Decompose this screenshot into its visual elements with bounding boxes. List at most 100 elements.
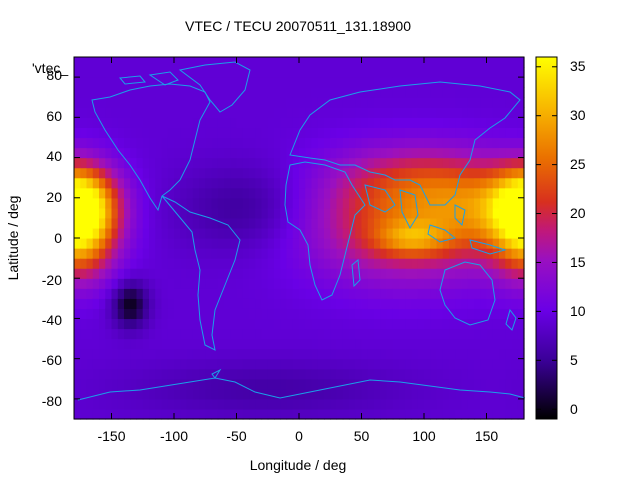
heatmap-cell [505, 248, 513, 259]
heatmap-cell [186, 298, 194, 309]
heatmap-cell [367, 398, 375, 410]
heatmap-cell [217, 87, 225, 98]
heatmap-cell [205, 217, 213, 229]
heatmap-cell [124, 298, 131, 309]
heatmap-cell [224, 338, 231, 350]
heatmap-cell [130, 87, 138, 98]
heatmap-cell [324, 107, 331, 118]
heatmap-cell [261, 378, 269, 390]
heatmap-cell [492, 77, 500, 88]
heatmap-cell [474, 348, 481, 360]
heatmap-cell [392, 288, 400, 299]
heatmap-cell [167, 288, 175, 299]
heatmap-cell [211, 328, 219, 340]
heatmap-cell [211, 227, 219, 239]
heatmap-cell [455, 87, 463, 98]
heatmap-cell [255, 288, 263, 299]
heatmap-cell [161, 338, 169, 350]
heatmap-cell [405, 77, 413, 88]
heatmap-cell [142, 107, 150, 118]
heatmap-cell [180, 288, 188, 299]
heatmap-cell [136, 227, 144, 239]
heatmap-cell [149, 408, 156, 420]
heatmap-cell [99, 87, 106, 98]
heatmap-cell [305, 127, 313, 139]
heatmap-cell [292, 308, 300, 320]
heatmap-cell [261, 227, 269, 239]
heatmap-cell [111, 368, 119, 380]
heatmap-cell [330, 167, 338, 179]
heatmap-cell [136, 278, 144, 289]
heatmap-cell [305, 177, 313, 189]
heatmap-cell [424, 187, 431, 199]
heatmap-cell [274, 368, 281, 380]
heatmap-cell [224, 258, 231, 269]
heatmap-cell [499, 137, 506, 149]
heatmap-cell [349, 207, 356, 219]
heatmap-cell [255, 258, 263, 269]
heatmap-cell [405, 238, 413, 249]
heatmap-cell [499, 238, 506, 249]
heatmap-cell [261, 398, 269, 410]
heatmap-cell [367, 217, 375, 229]
heatmap-cell [480, 318, 488, 330]
heatmap-cell [461, 258, 469, 269]
heatmap-cell [342, 87, 350, 98]
heatmap-cell [424, 348, 431, 360]
heatmap-cell [267, 268, 275, 279]
heatmap-cell [142, 368, 150, 380]
heatmap-cell [111, 117, 119, 128]
heatmap-cell [305, 378, 313, 390]
heatmap-cell [92, 137, 100, 149]
heatmap-cell [224, 378, 231, 390]
heatmap-cell [367, 408, 375, 420]
heatmap-cell [224, 368, 231, 380]
heatmap-cell [155, 97, 163, 108]
heatmap-cell [386, 87, 394, 98]
heatmap-cell [142, 137, 150, 149]
heatmap-cell [349, 408, 356, 420]
heatmap-cell [211, 107, 219, 118]
heatmap-cell [374, 197, 381, 209]
heatmap-cell [517, 348, 525, 360]
heatmap-cell [342, 288, 350, 299]
heatmap-cell [492, 278, 500, 289]
heatmap-cell [86, 388, 94, 400]
heatmap-cell [386, 187, 394, 199]
heatmap-cell [399, 97, 406, 108]
heatmap-cell [374, 238, 381, 249]
heatmap-cell [224, 117, 231, 128]
heatmap-cell [367, 157, 375, 169]
heatmap-cell [236, 328, 244, 340]
heatmap-cell [142, 248, 150, 259]
heatmap-cell [149, 268, 156, 279]
heatmap-cell [155, 398, 163, 410]
heatmap-cell [155, 187, 163, 199]
heatmap-cell [492, 187, 500, 199]
heatmap-cell [267, 308, 275, 320]
heatmap-cell [261, 137, 269, 149]
heatmap-cell [361, 408, 369, 420]
heatmap-cell [136, 348, 144, 360]
heatmap-cell [467, 117, 475, 128]
y-tick-label: 40 [46, 148, 62, 164]
heatmap-cell [317, 157, 325, 169]
heatmap-cell [361, 248, 369, 259]
heatmap-cell [167, 408, 175, 420]
heatmap-cell [180, 87, 188, 98]
heatmap-cell [480, 97, 488, 108]
heatmap-cell [480, 197, 488, 209]
heatmap-cell [249, 127, 256, 139]
heatmap-cell [405, 298, 413, 309]
heatmap-cell [342, 328, 350, 340]
heatmap-cell [174, 107, 181, 118]
heatmap-cell [417, 87, 425, 98]
heatmap-cell [205, 258, 213, 269]
heatmap-cell [192, 378, 200, 390]
heatmap-cell [386, 207, 394, 219]
heatmap-cell [305, 167, 313, 179]
heatmap-cell [299, 97, 306, 108]
heatmap-cell [155, 408, 163, 420]
heatmap-cell [349, 368, 356, 380]
heatmap-cell [355, 338, 363, 350]
